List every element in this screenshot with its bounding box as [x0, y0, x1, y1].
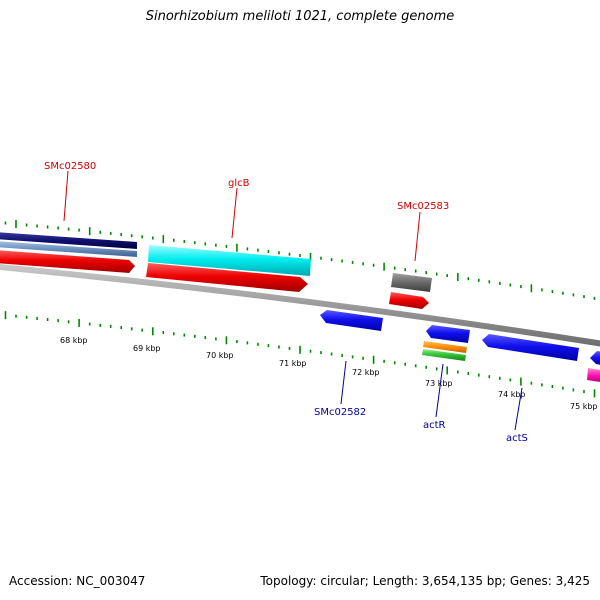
scale-label-72: 72 kbp — [352, 368, 380, 377]
leader-smc02582 — [340, 360, 347, 405]
gene-edge-magenta[interactable] — [587, 368, 600, 383]
scale-label-70: 70 kbp — [206, 351, 234, 360]
gene-edge-blue-arrow[interactable] — [590, 351, 600, 366]
footer-accession: Accession: NC_003047 — [9, 574, 146, 588]
leader-actr — [435, 363, 444, 418]
reverse-gene-labels: SMc02582 actR actS — [314, 360, 528, 444]
label-smc02583[interactable]: SMc02583 — [397, 201, 449, 212]
label-smc02582[interactable]: SMc02582 — [314, 407, 366, 418]
leader-smc02580 — [63, 170, 69, 222]
forward-genes — [0, 232, 432, 309]
scale-label-75: 75 kbp — [570, 402, 598, 411]
scale-label-71: 71 kbp — [279, 359, 307, 368]
gene-smc02583-red-arrow[interactable] — [389, 292, 429, 309]
leader-acts — [514, 387, 523, 431]
label-glcb[interactable]: glcB — [228, 178, 250, 189]
label-actr[interactable]: actR — [423, 420, 446, 431]
outer-scale — [4, 220, 596, 300]
gene-smc02580-red-arrow[interactable] — [0, 250, 135, 273]
gene-acts-arrow[interactable] — [482, 334, 579, 361]
gene-actr-blue-arrow[interactable] — [426, 325, 470, 343]
leader-glcb — [231, 187, 238, 239]
gene-smc02583-gray[interactable] — [391, 273, 432, 292]
label-smc02580[interactable]: SMc02580 — [44, 161, 96, 172]
scale-label-73: 73 kbp — [425, 379, 453, 388]
genome-backbone — [0, 263, 600, 347]
scale-label-68: 68 kbp — [60, 336, 88, 345]
forward-gene-labels: SMc02580 glcB SMc02583 — [44, 161, 449, 262]
footer-stats: Topology: circular; Length: 3,654,135 bp… — [260, 574, 590, 588]
inner-scale — [4, 311, 596, 398]
scale-label-69: 69 kbp — [133, 344, 161, 353]
gene-actr-green[interactable] — [422, 349, 466, 361]
page-title: Sinorhizobium meliloti 1021, complete ge… — [145, 9, 455, 24]
reverse-genes — [320, 310, 600, 383]
gene-smc02582-arrow[interactable] — [320, 310, 383, 331]
gene-glcb-red-arrow[interactable] — [146, 263, 308, 292]
scale-labels: 68 kbp 69 kbp 70 kbp 71 kbp 72 kbp 73 kb… — [60, 336, 598, 411]
gene-smc02580-navy[interactable] — [0, 232, 137, 249]
label-acts[interactable]: actS — [506, 433, 528, 444]
leader-smc02583 — [414, 211, 421, 262]
gene-smc02580-steel[interactable] — [0, 241, 137, 257]
gene-actr-orange[interactable] — [423, 341, 467, 353]
scale-label-74: 74 kbp — [498, 390, 526, 399]
gene-glcb-cyan[interactable] — [148, 245, 311, 276]
